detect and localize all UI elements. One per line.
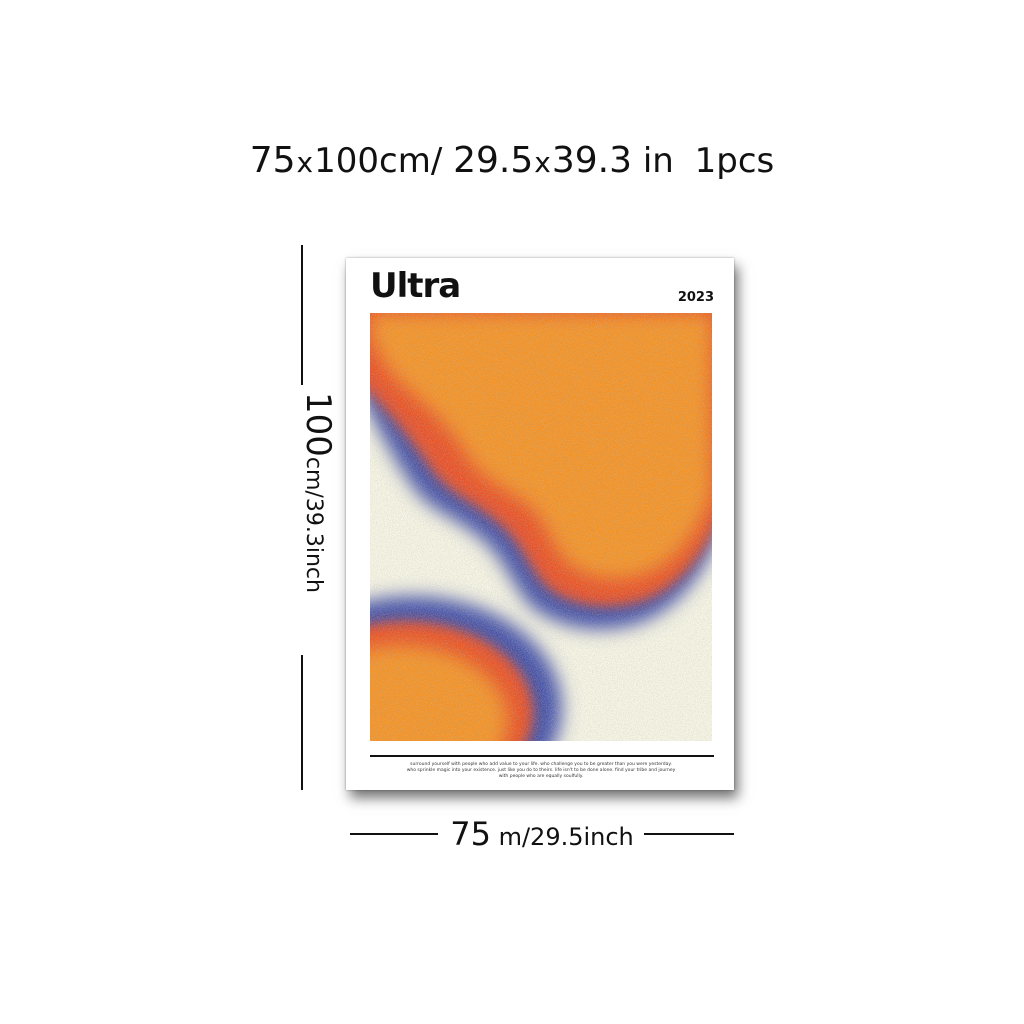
heading-unit-in: in (642, 141, 674, 181)
heading-height-cm: 100cm/ (314, 141, 443, 181)
heading-times-symbol: x (296, 146, 314, 179)
heading-height-in: 39.3 (551, 140, 632, 181)
width-dimension-label: 75 m/29.5inch (444, 815, 640, 853)
poster-print: Ultra 2023 (346, 258, 734, 790)
height-dimension-line-bottom (301, 655, 303, 790)
gradient-artwork-graphic (370, 313, 712, 741)
heading-times-symbol-2: x (534, 146, 551, 179)
height-unit: cm/39.3inch (301, 456, 326, 593)
heading-quantity: 1pcs (694, 141, 775, 181)
poster-quote: surround yourself with people who add va… (406, 762, 676, 779)
height-number: 100 (298, 392, 338, 457)
width-dimension-line-right (644, 833, 734, 835)
poster-artwork (370, 313, 712, 741)
width-dimension-line-left (350, 833, 438, 835)
poster-divider (370, 755, 714, 757)
width-unit: m/29.5inch (498, 823, 634, 851)
heading-width-cm: 75 (249, 140, 296, 181)
heading-width-in: 29.5 (453, 140, 534, 181)
width-number: 75 (450, 815, 491, 853)
poster-title: Ultra (370, 266, 461, 306)
size-heading: 75x100cm/ 29.5x39.3 in 1pcs (0, 140, 1024, 181)
poster-year: 2023 (677, 290, 714, 305)
height-dimension-label: 100cm/39.3inch (298, 392, 338, 652)
height-dimension-line-top (301, 245, 303, 385)
